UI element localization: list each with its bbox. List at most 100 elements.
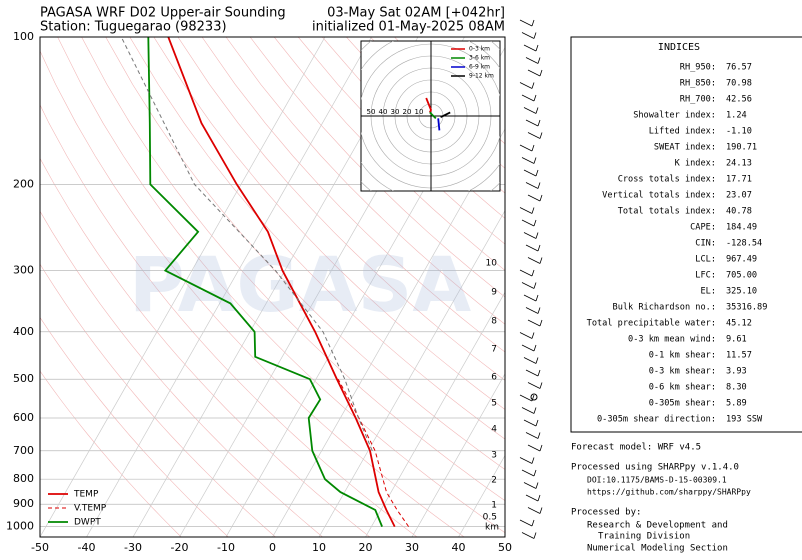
wind-barb — [527, 444, 543, 452]
index-label: CIN: — [695, 239, 716, 249]
wind-barb — [519, 82, 535, 89]
index-value: 35316.89 — [726, 303, 767, 313]
index-label: RH_700: — [680, 95, 716, 105]
index-value: 705.00 — [726, 271, 757, 281]
index-label: Cross totals index: — [618, 175, 716, 185]
y-tick-label: 500 — [13, 372, 34, 385]
isotherm — [411, 373, 505, 537]
index-label: 0-1 km shear: — [649, 351, 716, 361]
x-tick-label: -40 — [78, 541, 96, 554]
height-label: 8 — [491, 317, 497, 327]
profile-line — [120, 37, 373, 451]
title-right: 03-May Sat 02AM [+042hr] — [327, 6, 505, 21]
index-label: CAPE: — [690, 223, 716, 233]
wind-barb — [521, 157, 537, 164]
wind-barb — [527, 257, 543, 264]
x-tick-label: 20 — [359, 541, 373, 554]
hodo-ring-label: 30 — [391, 108, 400, 116]
profile-line — [147, 37, 383, 527]
footer-text: Numerical Modeling Section — [587, 544, 728, 554]
wind-barb — [525, 494, 541, 502]
index-value: 3.93 — [726, 367, 747, 377]
index-value: 193 SSW — [726, 415, 763, 425]
index-label: SWEAT index: — [654, 143, 716, 153]
wind-barb — [521, 94, 537, 102]
wind-barb — [519, 519, 535, 527]
y-tick-label: 400 — [13, 325, 34, 338]
dry-adiabat — [225, 37, 505, 325]
footer-text: Training Division — [598, 532, 690, 542]
isotherm — [86, 37, 372, 537]
wind-barb — [527, 69, 543, 77]
wind-barb — [525, 182, 541, 189]
index-value: 1.24 — [726, 111, 747, 121]
dry-adiabat — [129, 37, 505, 440]
wind-barb — [523, 294, 539, 302]
dry-adiabat — [40, 263, 276, 537]
wind-barb — [523, 169, 539, 177]
wind-barb — [527, 319, 543, 327]
wind-barb — [521, 344, 537, 352]
isotherm — [318, 209, 505, 537]
hodo-legend-label: 6-9 km — [469, 64, 490, 71]
dry-adiabat — [40, 316, 229, 537]
index-value: 23.07 — [726, 191, 752, 201]
wind-barb — [521, 469, 537, 477]
dry-adiabat — [40, 104, 418, 537]
index-value: 184.49 — [726, 223, 757, 233]
height-label: 6 — [491, 373, 497, 383]
index-value: 42.56 — [726, 95, 752, 105]
index-label: Total precipitable water: — [587, 319, 716, 329]
y-tick-label: 900 — [13, 497, 34, 510]
dry-adiabat — [40, 210, 323, 537]
hodo-legend-label: 9-12 km — [469, 73, 494, 80]
height-label: 10 — [486, 259, 498, 269]
hodo-trace — [429, 111, 437, 120]
height-label: 1 — [491, 501, 497, 511]
footer-text: Processed using SHARPpy v.1.4.0 — [571, 463, 739, 473]
wind-barb — [519, 207, 535, 214]
height-label: 4 — [491, 425, 497, 435]
wind-barb — [521, 32, 537, 39]
index-value: 325.10 — [726, 287, 757, 297]
wind-barb — [525, 244, 541, 252]
index-value: 70.98 — [726, 79, 752, 89]
index-value: 17.71 — [726, 175, 752, 185]
wind-barb — [523, 44, 539, 52]
wind-barb — [519, 19, 535, 27]
index-label: 0-3 km shear: — [649, 367, 716, 377]
height-unit: km — [485, 523, 499, 533]
dry-adiabat — [249, 37, 505, 298]
y-tick-label: 300 — [13, 264, 34, 277]
index-label: RH_950: — [680, 63, 716, 73]
title-right: initialized 01-May-2025 08AM — [312, 20, 505, 35]
footer-text: Forecast model: WRF v4.5 — [571, 443, 701, 453]
index-value: 967.49 — [726, 255, 757, 265]
wind-barb — [523, 482, 539, 489]
x-tick-label: 30 — [405, 541, 419, 554]
index-label: Total totals index: — [618, 207, 716, 217]
index-label: Showalter index: — [633, 111, 716, 121]
index-label: LCL: — [695, 255, 716, 265]
footer-text: Processed by: — [571, 508, 641, 518]
dry-adiabat — [105, 37, 505, 470]
dry-adiabat — [297, 37, 505, 245]
height-label: 2 — [491, 476, 497, 486]
isotherm — [365, 291, 505, 537]
dry-adiabat — [81, 37, 505, 502]
x-tick-label: -50 — [31, 541, 49, 554]
dry-adiabat — [201, 37, 505, 353]
wind-barb — [525, 369, 541, 377]
profile-line — [167, 37, 396, 528]
hodo-ring-label: 50 — [367, 108, 376, 116]
height-label: 3 — [491, 451, 497, 461]
wind-barb — [523, 107, 539, 114]
x-tick-label: -30 — [124, 541, 142, 554]
indices-title: INDICES — [658, 42, 700, 53]
y-tick-label: 1000 — [6, 520, 34, 533]
wind-barb — [519, 457, 535, 464]
plot-area: PAGASA — [40, 37, 505, 537]
x-tick-label: 0 — [269, 541, 276, 554]
wind-barb — [521, 219, 537, 227]
index-value: 40.78 — [726, 207, 752, 217]
